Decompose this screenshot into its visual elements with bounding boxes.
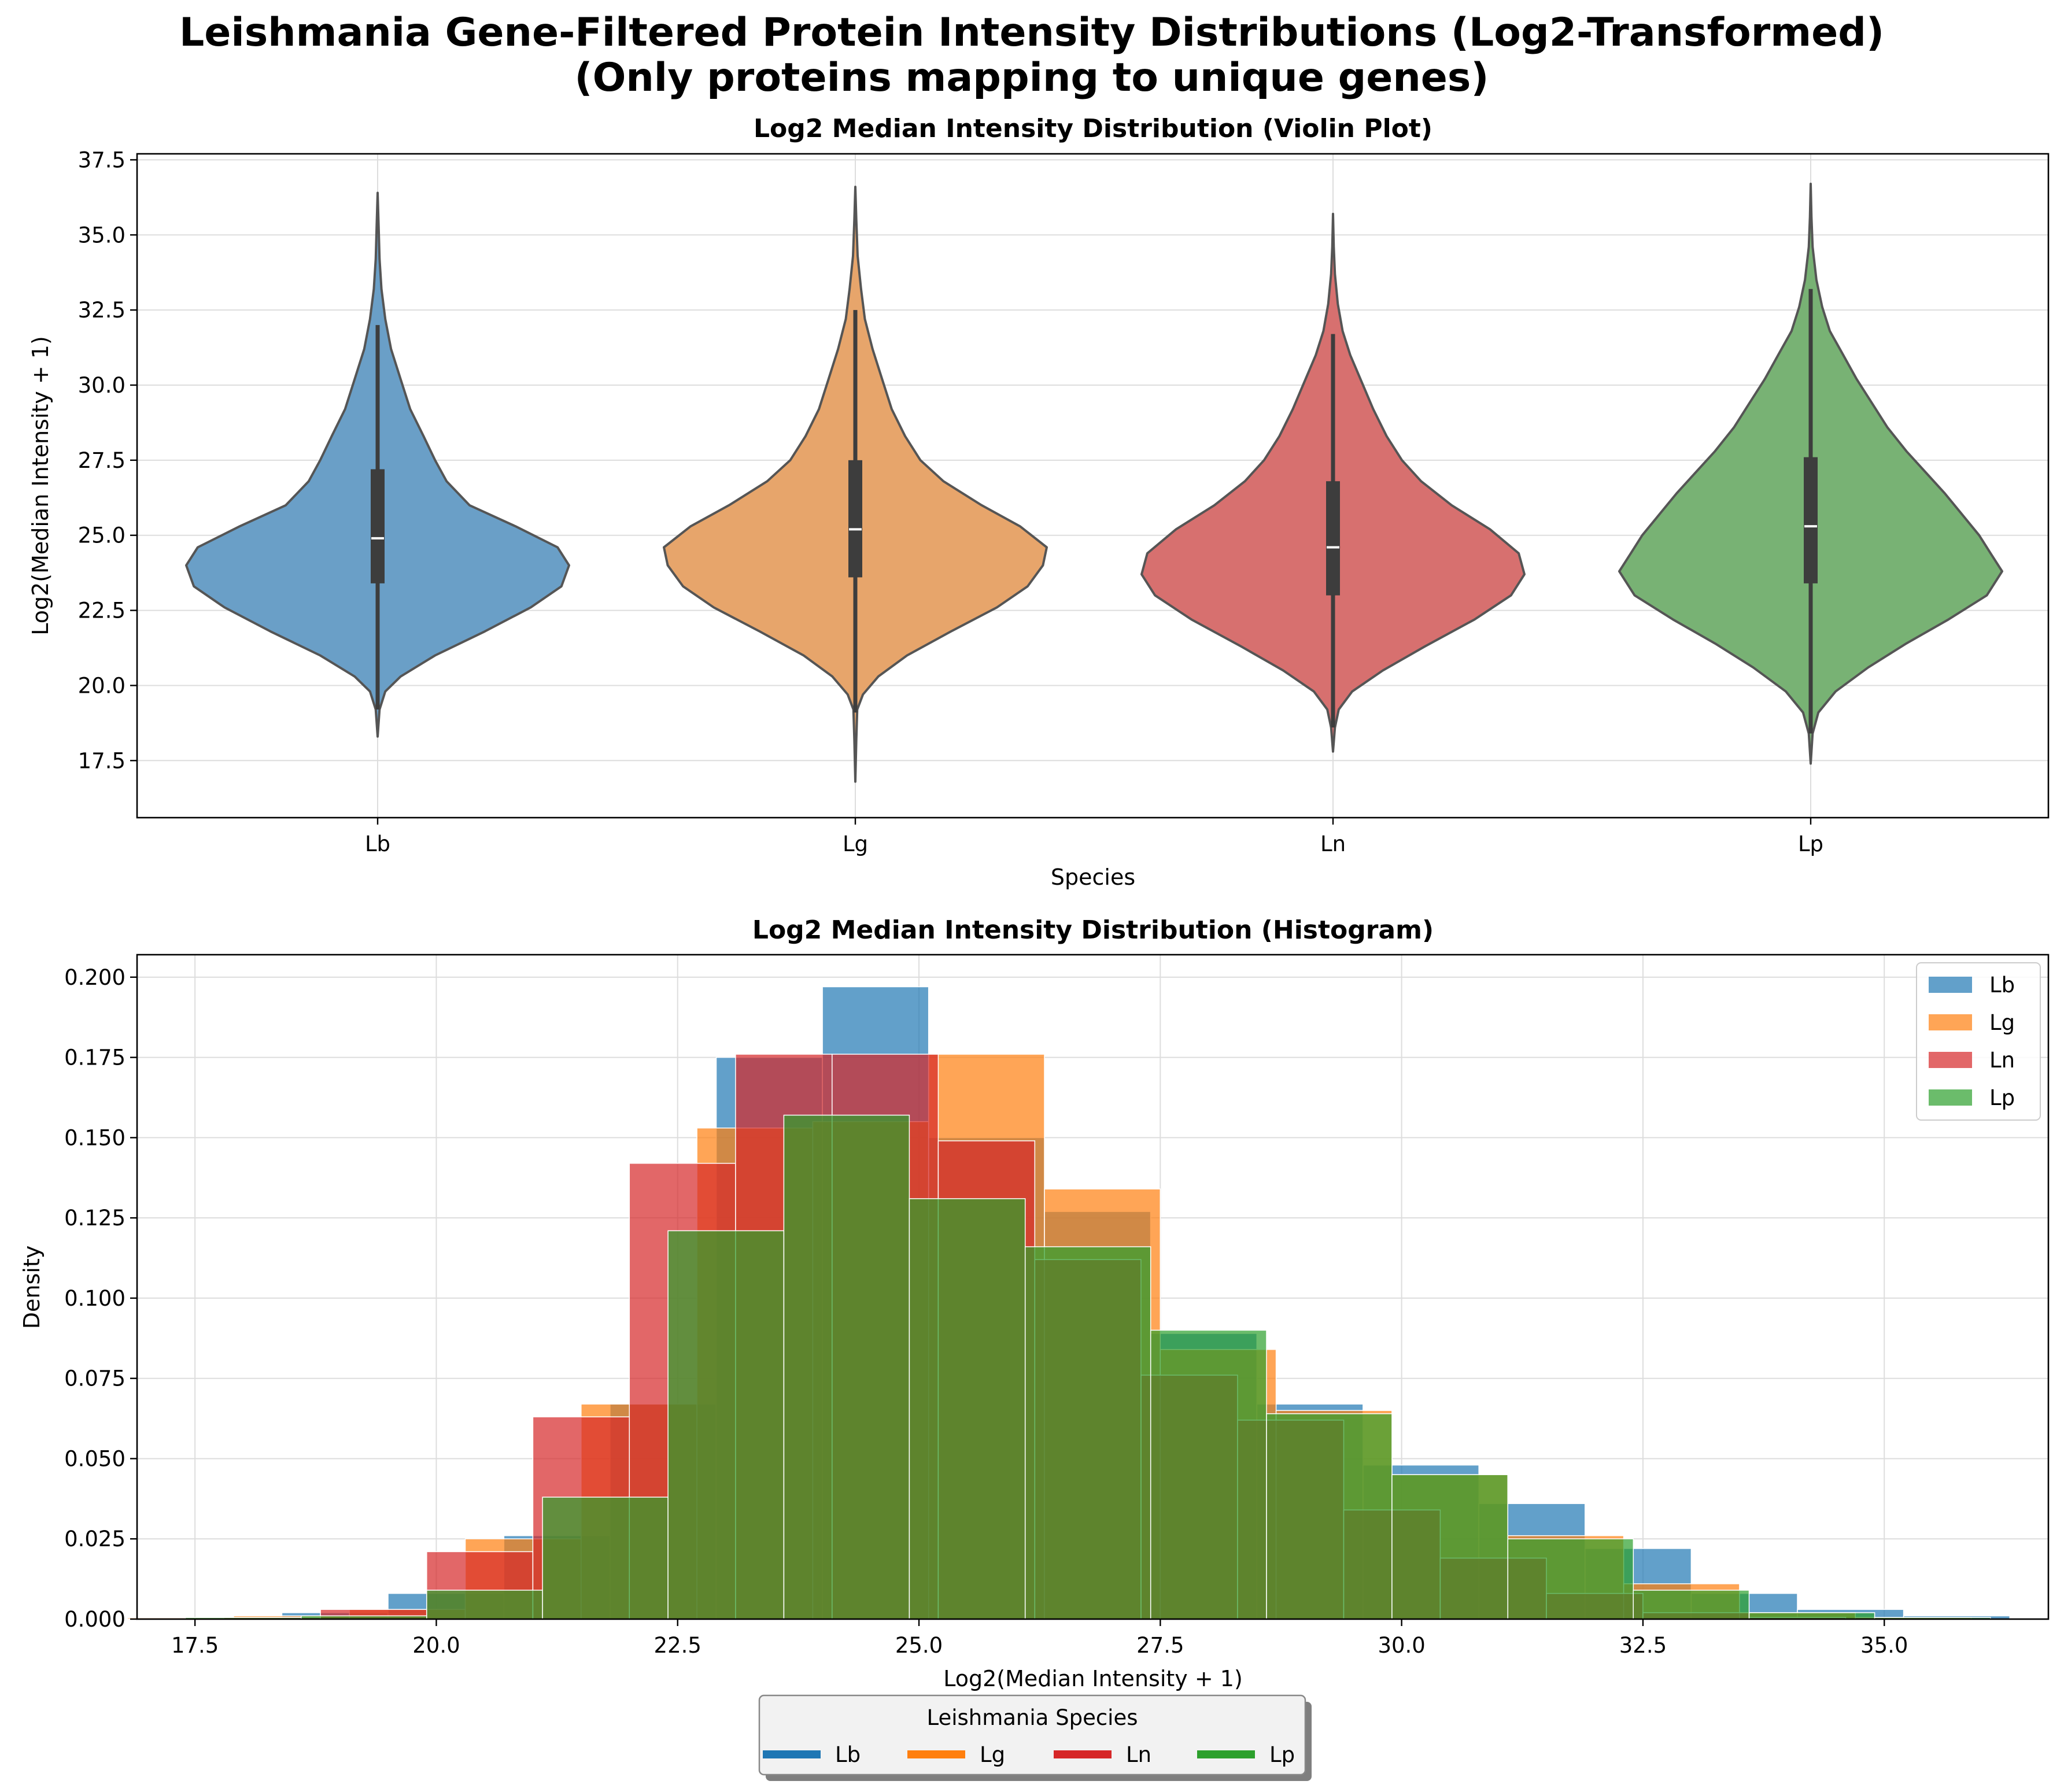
species-legend-title: Leishmania Species [926,1705,1138,1730]
violin-y-tick-label: 20.0 [78,673,125,698]
histogram-x-tick-label: 25.0 [895,1633,943,1658]
species-legend-box [758,1694,1306,1776]
histogram-bar-Lp [542,1497,669,1620]
violin-x-tick-label: Lp [1798,832,1823,856]
species-legend-label-Lp: Lp [1269,1742,1295,1767]
histogram-bar-Lp [1748,1612,1875,1620]
histogram-x-tick-label: 27.5 [1136,1633,1184,1658]
species-legend-label-Lg: Lg [980,1742,1005,1767]
histogram-legend-label-Lg: Lg [1989,1010,2015,1035]
violin-bodies [185,182,2003,783]
species-legend: Leishmania Species Lb Lg Ln Lp [758,1694,1312,1781]
violin-x-tick-label: Lb [365,832,390,856]
histogram-title: Log2 Median Intensity Distribution (Hist… [752,915,1434,945]
violin-plot-title: Log2 Median Intensity Distribution (Viol… [754,114,1432,143]
histogram-y-tick-label: 0.150 [64,1125,125,1150]
violin-ticks: 17.5 20.0 22.5 25.0 27.5 30.0 32.5 35.0 37.5 Lb Lg… [78,147,1823,856]
histogram-plot: Log2 Median Intensity Distribution (Hist… [19,915,2050,1691]
violin-y-tick-label: 25.0 [78,523,125,548]
histogram-legend-label-Ln: Ln [1989,1048,2015,1073]
figure-title-line1: Leishmania Gene-Filtered Protein Intensi… [179,10,1884,56]
histogram-x-tick-label: 30.0 [1378,1633,1425,1658]
histogram-y-tick-label: 0.025 [64,1527,125,1551]
violin-y-tick-label: 17.5 [78,748,125,773]
histogram-y-tick-label: 0.200 [64,965,125,990]
histogram-bar-Lp [1024,1246,1151,1620]
histogram-y-tick-label: 0.175 [64,1045,125,1070]
violin-x-tick-label: Lg [843,832,868,856]
histogram-legend-box [1916,962,2041,1121]
violin-iqr-box-Lg [848,460,862,578]
histogram-bar-Lp [909,1198,1026,1620]
histogram-frame [136,954,2050,1620]
histogram-legend: Lb Lg Ln Lp [1916,962,2041,1121]
histogram-y-tick-label: 0.125 [64,1206,125,1231]
histogram-bar-Lp [426,1590,543,1620]
histogram-bar-Lp [1266,1413,1393,1620]
violin-plot: Log2 Median Intensity Distribution (Viol… [28,114,2050,890]
histogram-legend-swatch-Lb [1929,977,1972,993]
violin-x-axis-label: Species [1051,864,1135,890]
histogram-bar-Lp [1150,1329,1267,1620]
violin-Lg [663,186,1048,783]
histogram-ticks: 0.000 0.025 0.050 0.075 0.100 0.125 0.150 0.175… [64,965,1908,1658]
histogram-bar-Lp [1633,1590,1750,1620]
violin-y-axis-label: Log2(Median Intensity + 1) [28,336,53,635]
histogram-y-tick-label: 0.050 [64,1446,125,1471]
violin-y-tick-label: 27.5 [78,448,125,473]
species-legend-label-Lb: Lb [835,1742,861,1767]
histogram-bar-Lp [783,1114,910,1620]
histogram-x-tick-label: 32.5 [1619,1633,1667,1658]
violin-y-tick-label: 32.5 [78,298,125,323]
violin-iqr-box-Ln [1326,481,1340,596]
histogram-y-axis-label: Density [19,1246,45,1329]
histogram-y-tick-label: 0.075 [64,1366,125,1391]
histogram-bar-Lp [667,1230,785,1620]
species-legend-label-Ln: Ln [1126,1742,1151,1767]
histogram-bar-Lp [1391,1474,1508,1620]
violin-y-tick-label: 30.0 [78,373,125,398]
histogram-legend-swatch-Lp [1929,1089,1972,1106]
figure-title-line2: (Only proteins mapping to unique genes) [575,55,1489,101]
histogram-y-tick-label: 0.100 [64,1286,125,1311]
violin-iqr-box-Lp [1804,457,1818,583]
histogram-x-tick-label: 22.5 [654,1633,701,1658]
histogram-bars [127,986,2010,1620]
violin-x-tick-label: Ln [1320,832,1346,856]
histogram-x-axis-label: Log2(Median Intensity + 1) [943,1666,1243,1691]
violin-iqr-box-Lb [371,469,385,583]
histogram-legend-label-Lb: Lb [1989,973,2015,997]
histogram-x-tick-label: 35.0 [1860,1633,1908,1658]
violin-y-tick-label: 37.5 [78,147,125,172]
histogram-y-tick-label: 0.000 [64,1607,125,1632]
violin-y-tick-label: 35.0 [78,223,125,247]
histogram-bar-Lp [1507,1538,1634,1620]
histogram-x-tick-label: 17.5 [171,1633,219,1658]
violin-Ln [1140,212,1526,753]
histogram-x-tick-label: 20.0 [412,1633,460,1658]
histogram-legend-swatch-Ln [1929,1052,1972,1068]
violin-Lp [1618,182,2003,765]
histogram-series-Lp [184,1114,1991,1620]
histogram-legend-swatch-Lg [1929,1014,1972,1030]
histogram-legend-label-Lp: Lp [1989,1085,2015,1110]
violin-Lb [185,191,570,738]
violin-y-tick-label: 22.5 [78,598,125,623]
violin-plot-frame [136,153,2050,819]
